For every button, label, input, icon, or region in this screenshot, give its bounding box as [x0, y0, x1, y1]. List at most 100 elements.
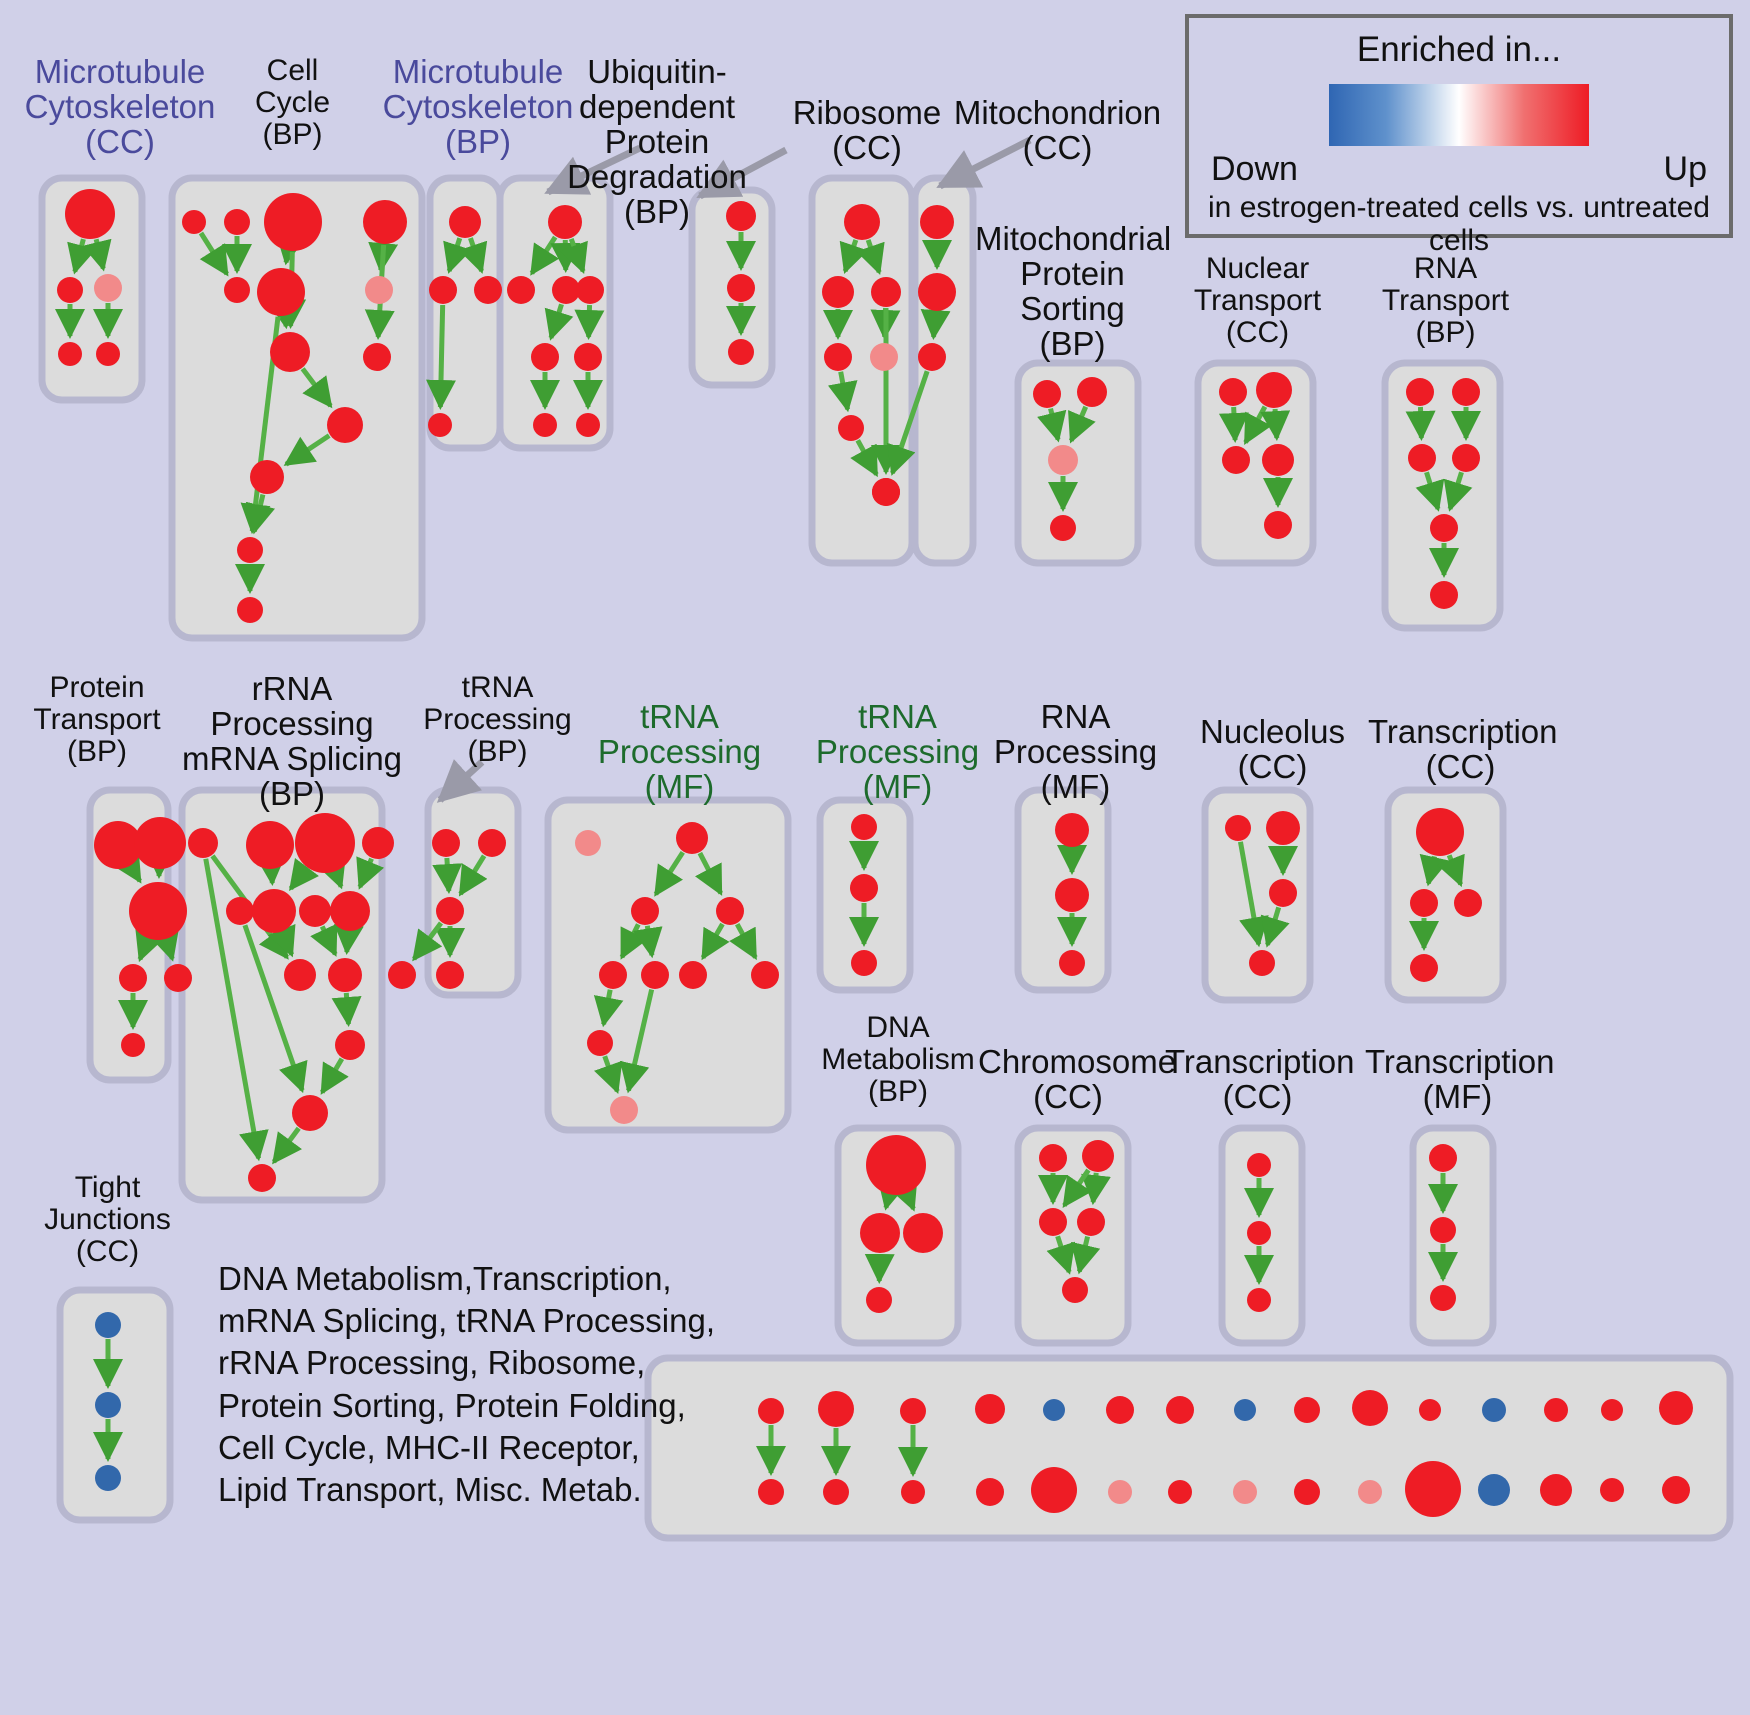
- network-node[interactable]: [365, 276, 393, 304]
- network-node[interactable]: [1430, 514, 1458, 542]
- network-node[interactable]: [94, 274, 122, 302]
- network-node[interactable]: [299, 895, 331, 927]
- network-node[interactable]: [676, 822, 708, 854]
- network-node[interactable]: [363, 343, 391, 371]
- network-node[interactable]: [1234, 1399, 1256, 1421]
- network-node[interactable]: [1430, 1217, 1456, 1243]
- network-node[interactable]: [918, 273, 956, 311]
- network-node[interactable]: [587, 1030, 613, 1056]
- network-node[interactable]: [872, 478, 900, 506]
- network-node[interactable]: [1059, 950, 1085, 976]
- network-node[interactable]: [94, 821, 142, 869]
- network-node[interactable]: [851, 814, 877, 840]
- network-node[interactable]: [1077, 1208, 1105, 1236]
- network-node[interactable]: [252, 889, 296, 933]
- network-node[interactable]: [1062, 1277, 1088, 1303]
- network-node[interactable]: [362, 827, 394, 859]
- network-node[interactable]: [1256, 372, 1292, 408]
- network-node[interactable]: [474, 276, 502, 304]
- network-node[interactable]: [1106, 1396, 1134, 1424]
- network-node[interactable]: [1249, 950, 1275, 976]
- network-node[interactable]: [1406, 378, 1434, 406]
- network-node[interactable]: [1405, 1461, 1461, 1517]
- network-node[interactable]: [436, 897, 464, 925]
- network-node[interactable]: [1482, 1398, 1506, 1422]
- network-node[interactable]: [1601, 1399, 1623, 1421]
- network-node[interactable]: [1416, 808, 1464, 856]
- network-node[interactable]: [363, 200, 407, 244]
- network-node[interactable]: [507, 276, 535, 304]
- network-node[interactable]: [576, 413, 600, 437]
- network-node[interactable]: [1294, 1479, 1320, 1505]
- network-node[interactable]: [824, 343, 852, 371]
- network-node[interactable]: [388, 961, 416, 989]
- network-node[interactable]: [823, 1479, 849, 1505]
- network-node[interactable]: [1055, 878, 1089, 912]
- network-node[interactable]: [975, 1394, 1005, 1424]
- network-node[interactable]: [429, 276, 457, 304]
- network-node[interactable]: [1039, 1208, 1067, 1236]
- network-node[interactable]: [920, 205, 954, 239]
- network-node[interactable]: [129, 882, 187, 940]
- network-node[interactable]: [1077, 377, 1107, 407]
- network-node[interactable]: [121, 1033, 145, 1057]
- network-node[interactable]: [1352, 1390, 1388, 1426]
- network-node[interactable]: [1544, 1398, 1568, 1422]
- network-node[interactable]: [1452, 378, 1480, 406]
- network-node[interactable]: [533, 413, 557, 437]
- network-node[interactable]: [1219, 378, 1247, 406]
- network-node[interactable]: [134, 817, 186, 869]
- network-node[interactable]: [1294, 1397, 1320, 1423]
- network-node[interactable]: [599, 961, 627, 989]
- network-node[interactable]: [1247, 1153, 1271, 1177]
- network-node[interactable]: [851, 950, 877, 976]
- network-node[interactable]: [330, 891, 370, 931]
- network-node[interactable]: [1454, 889, 1482, 917]
- network-node[interactable]: [716, 897, 744, 925]
- network-node[interactable]: [976, 1478, 1004, 1506]
- network-node[interactable]: [428, 413, 452, 437]
- network-node[interactable]: [1659, 1391, 1693, 1425]
- network-node[interactable]: [1264, 511, 1292, 539]
- network-node[interactable]: [900, 1398, 926, 1424]
- network-node[interactable]: [295, 813, 355, 873]
- network-node[interactable]: [866, 1287, 892, 1313]
- network-node[interactable]: [237, 537, 263, 563]
- network-node[interactable]: [728, 339, 754, 365]
- network-node[interactable]: [871, 277, 901, 307]
- network-node[interactable]: [641, 961, 669, 989]
- network-node[interactable]: [327, 407, 363, 443]
- network-node[interactable]: [850, 874, 878, 902]
- network-node[interactable]: [758, 1479, 784, 1505]
- network-node[interactable]: [57, 277, 83, 303]
- network-node[interactable]: [1108, 1480, 1132, 1504]
- network-node[interactable]: [1247, 1288, 1271, 1312]
- network-node[interactable]: [188, 828, 218, 858]
- network-node[interactable]: [574, 343, 602, 371]
- network-node[interactable]: [248, 1164, 276, 1192]
- network-node[interactable]: [1166, 1396, 1194, 1424]
- network-node[interactable]: [758, 1398, 784, 1424]
- network-node[interactable]: [1262, 444, 1294, 476]
- network-node[interactable]: [631, 897, 659, 925]
- network-node[interactable]: [751, 961, 779, 989]
- network-node[interactable]: [1452, 444, 1480, 472]
- network-node[interactable]: [65, 189, 115, 239]
- network-node[interactable]: [1662, 1476, 1690, 1504]
- network-node[interactable]: [292, 1095, 328, 1131]
- network-node[interactable]: [1269, 879, 1297, 907]
- network-node[interactable]: [1408, 444, 1436, 472]
- network-node[interactable]: [1225, 815, 1251, 841]
- network-node[interactable]: [866, 1135, 926, 1195]
- network-node[interactable]: [576, 276, 604, 304]
- network-node[interactable]: [1540, 1474, 1572, 1506]
- network-node[interactable]: [1031, 1467, 1077, 1513]
- network-node[interactable]: [119, 964, 147, 992]
- network-node[interactable]: [182, 210, 206, 234]
- network-node[interactable]: [1168, 1480, 1192, 1504]
- network-node[interactable]: [1233, 1480, 1257, 1504]
- network-node[interactable]: [1429, 1144, 1457, 1172]
- network-node[interactable]: [844, 204, 880, 240]
- network-node[interactable]: [552, 276, 580, 304]
- network-node[interactable]: [901, 1480, 925, 1504]
